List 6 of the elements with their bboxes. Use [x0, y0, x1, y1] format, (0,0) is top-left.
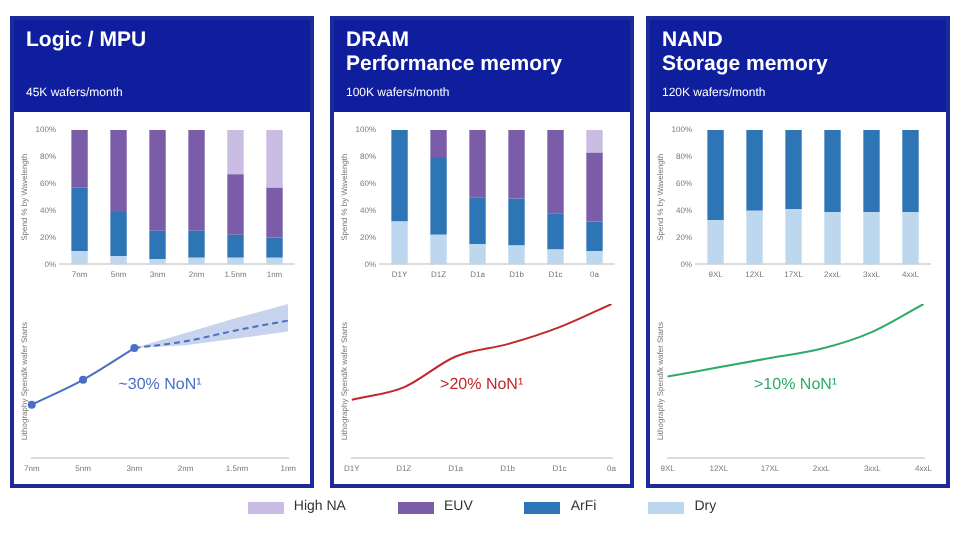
chart-title: Logic / MPU	[26, 28, 149, 52]
annotation: >10% NoN¹	[754, 374, 838, 393]
chart-title: NAND Storage memory	[662, 28, 830, 76]
annotation: >20% NoN¹	[440, 374, 524, 393]
annotation: ~30% NoN¹	[118, 374, 203, 393]
chart-title: DRAM Performance memory	[346, 28, 564, 76]
